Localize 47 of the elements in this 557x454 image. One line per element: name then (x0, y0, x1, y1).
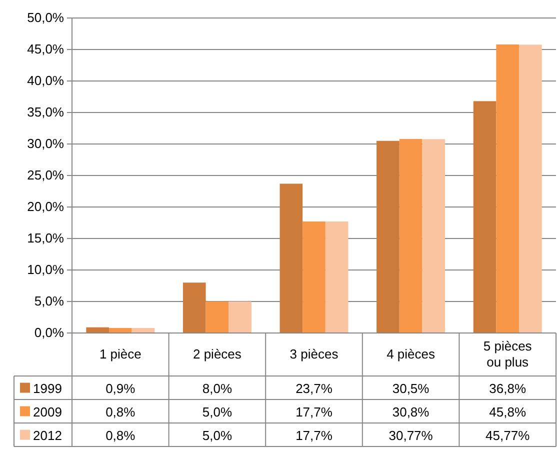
x-tick-label: 4 pièces (386, 346, 436, 362)
y-tick-label: 45,0% (27, 42, 64, 57)
bar (422, 139, 446, 333)
bar (280, 184, 303, 333)
data-label: 17,7% (296, 428, 333, 443)
y-tick-label: 0,0% (34, 325, 64, 340)
bar (473, 101, 496, 333)
y-tick-label: 15,0% (27, 230, 64, 246)
data-label: 30,5% (392, 380, 430, 396)
y-tick-label: 5,0% (34, 294, 64, 309)
data-label: 8,0% (202, 380, 232, 396)
legend-label: 2012 (33, 428, 62, 443)
y-tick-label: 35,0% (27, 104, 64, 120)
bar (399, 138, 422, 333)
x-tick-label: 1 pièce (99, 346, 142, 362)
bar (496, 44, 520, 333)
data-label: 5,0% (202, 428, 232, 443)
data-label: 45,8% (489, 404, 526, 420)
data-label: 23,7% (296, 380, 333, 396)
bar (228, 302, 252, 333)
data-label: 0,8% (106, 404, 136, 420)
x-tick-label: 5 pièces ou plus (483, 338, 532, 370)
bar (182, 282, 206, 333)
data-label: 0,8% (106, 428, 136, 443)
data-label: 17,7% (296, 404, 333, 420)
x-tick-label: 2 pièces (192, 346, 242, 362)
bar (206, 302, 229, 333)
bar (302, 221, 326, 333)
y-tick-label: 20,0% (27, 199, 64, 214)
y-tick-label: 25,0% (27, 168, 64, 183)
y-tick-label: 40,0% (27, 73, 64, 88)
y-tick-label: 30,0% (27, 136, 64, 152)
bar (519, 44, 542, 333)
data-label: 0,9% (106, 380, 136, 396)
legend-label: 2009 (33, 404, 62, 420)
data-label: 30,8% (392, 404, 430, 420)
bar (108, 328, 132, 333)
data-label: 5,0% (202, 404, 232, 420)
bar (325, 221, 348, 333)
bar (376, 140, 400, 333)
data-label: 30,77% (388, 428, 434, 443)
y-tick-label: 50,0% (27, 10, 64, 26)
data-label: 36,8% (489, 380, 526, 396)
y-tick-label: 10,0% (27, 262, 64, 278)
legend-label: 1999 (33, 380, 62, 396)
x-tick-label: 3 pièces (290, 346, 339, 362)
data-label: 45,77% (486, 428, 530, 443)
